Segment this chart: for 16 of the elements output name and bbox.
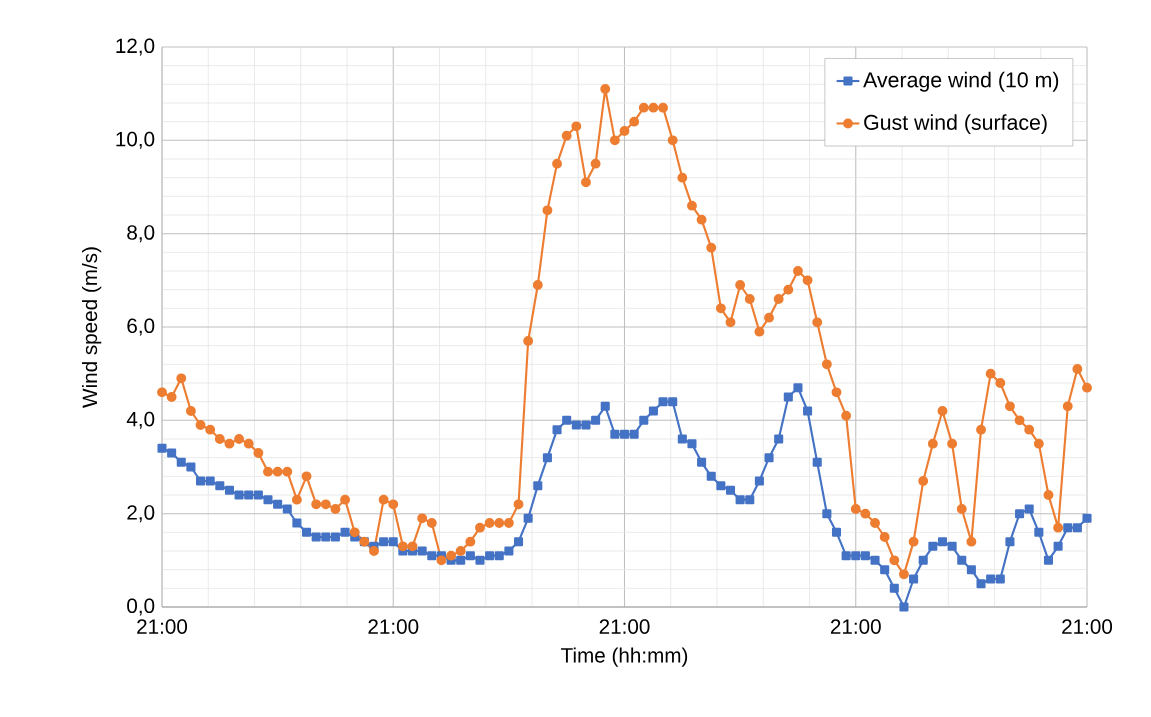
y-tick-label: 2,0: [127, 505, 155, 523]
y-tick-label: 10,0: [116, 131, 155, 149]
legend-label: Gust wind (surface): [864, 114, 1047, 135]
x-axis-title: Time (hh:mm): [561, 647, 688, 667]
y-tick-label: 4,0: [126, 411, 155, 429]
y-tick-label: 12,0: [116, 38, 155, 56]
x-tick-label: 21:00: [137, 619, 188, 634]
y-tick-label: 6,0: [127, 318, 155, 336]
x-tick-label: 21:00: [830, 619, 881, 634]
y-axis-title: Wind speed (m/s): [81, 247, 102, 408]
x-tick-label: 21:00: [1062, 619, 1113, 634]
x-tick-label: 21:00: [368, 619, 419, 634]
x-tick-label: 21:00: [599, 619, 650, 634]
y-tick-label: 0,0: [127, 598, 155, 616]
y-tick-label: 8,0: [127, 225, 155, 243]
legend-label: Average wind (10 m): [863, 71, 1059, 92]
